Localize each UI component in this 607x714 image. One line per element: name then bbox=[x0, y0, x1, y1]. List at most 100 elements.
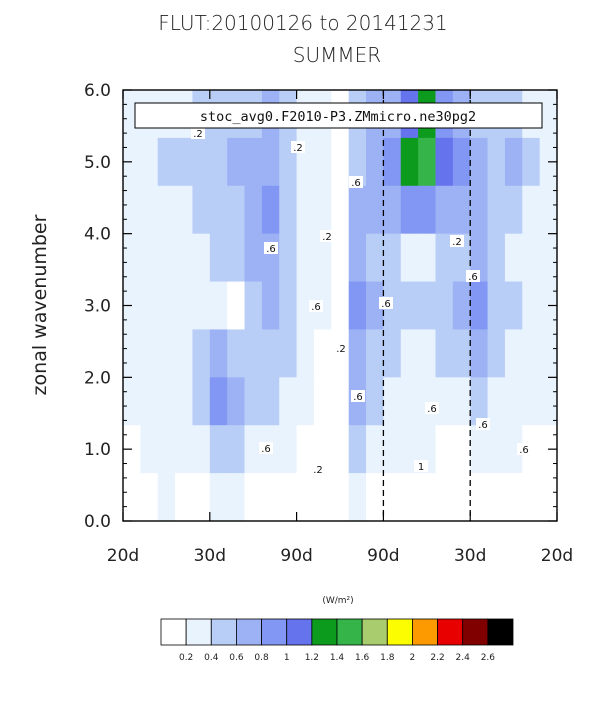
contour-cell bbox=[522, 137, 541, 187]
contour-label-bg bbox=[191, 127, 205, 139]
contour-cell bbox=[452, 377, 471, 426]
x-tick-label: 20d bbox=[107, 546, 139, 566]
contour-cell bbox=[209, 233, 228, 283]
contour-cell bbox=[279, 185, 298, 235]
contour-cell bbox=[504, 473, 523, 522]
contour-cell bbox=[244, 329, 263, 378]
contour-cell bbox=[504, 281, 523, 331]
contour-cell bbox=[383, 473, 402, 522]
contour-cell bbox=[123, 473, 141, 522]
contour-cell bbox=[383, 329, 402, 378]
y-tick-label: 1.0 bbox=[84, 440, 111, 460]
contour-cell bbox=[192, 473, 211, 522]
y-axis-label: zonal wavenumber bbox=[29, 214, 51, 395]
y-tick-label: 4.0 bbox=[84, 225, 111, 245]
contour-cell bbox=[348, 185, 367, 235]
contour-cell bbox=[227, 137, 246, 187]
contour-label-text: .6 bbox=[266, 244, 276, 255]
colorbar-box bbox=[462, 618, 489, 646]
colorbar-label: 2.6 bbox=[481, 653, 496, 663]
contour-cell bbox=[313, 329, 332, 378]
contour-cell bbox=[140, 425, 159, 474]
contour-cell bbox=[452, 425, 471, 474]
colorbar-box bbox=[336, 618, 363, 646]
contour-label: .2 bbox=[191, 127, 205, 140]
contour-cell bbox=[192, 185, 211, 235]
contour-cell bbox=[470, 377, 489, 426]
contour-cell bbox=[400, 185, 419, 235]
contour-cell bbox=[192, 137, 211, 187]
contour-cell bbox=[261, 329, 280, 378]
contour-cell bbox=[348, 329, 367, 378]
x-tick-label: 30d bbox=[454, 546, 486, 566]
x-tick-label: 30d bbox=[194, 546, 226, 566]
contour-label: 1 bbox=[414, 460, 428, 473]
contour-cell bbox=[470, 185, 489, 235]
contour-cell bbox=[418, 137, 437, 187]
contour-cell bbox=[400, 329, 419, 378]
contour-cell bbox=[244, 473, 263, 522]
contour-cell bbox=[209, 473, 228, 522]
contour-label: .2 bbox=[334, 342, 348, 355]
contour-cell bbox=[261, 185, 280, 235]
contour-cell bbox=[470, 281, 489, 331]
contour-cell bbox=[435, 233, 454, 283]
contour-cell bbox=[261, 233, 280, 283]
colorbar-box bbox=[412, 618, 438, 646]
contour-label-bg bbox=[291, 141, 305, 153]
contour-cell bbox=[313, 185, 332, 235]
colorbar-box bbox=[261, 618, 288, 646]
contour-label-bg bbox=[517, 443, 531, 455]
contour-label-bg bbox=[259, 442, 273, 454]
contour-cell bbox=[140, 137, 159, 187]
contour-cell bbox=[383, 425, 402, 474]
contour-label: .2 bbox=[450, 235, 464, 248]
filled-contour-cells bbox=[123, 90, 558, 522]
colorbar-label: 1.6 bbox=[355, 653, 370, 663]
contour-cell bbox=[487, 377, 506, 426]
contour-cell bbox=[539, 90, 558, 139]
contour-cell bbox=[244, 185, 263, 235]
contour-cell bbox=[279, 233, 298, 283]
contour-cell bbox=[366, 377, 384, 426]
x-tick-labels: 20d 30d 90d 90d 30d 20d bbox=[107, 546, 573, 566]
colorbar-box bbox=[286, 618, 313, 646]
colorbar-label: 2.4 bbox=[456, 653, 471, 663]
colorbar-box bbox=[236, 618, 262, 646]
colorbar-label: 1.8 bbox=[380, 653, 395, 663]
contour-cell bbox=[539, 233, 558, 283]
contour-cell bbox=[261, 137, 280, 187]
contour-cell bbox=[244, 233, 263, 283]
contour-cell bbox=[504, 137, 523, 187]
contour-cell bbox=[470, 329, 489, 378]
contour-cell bbox=[296, 473, 315, 522]
contour-cell bbox=[192, 329, 211, 378]
contour-cell bbox=[435, 425, 454, 474]
y-tick-label: 3.0 bbox=[84, 297, 111, 317]
contour-cell bbox=[487, 329, 506, 378]
colorbar-box bbox=[487, 618, 514, 646]
contour-cell bbox=[452, 281, 471, 331]
contour-cell bbox=[175, 329, 194, 378]
contour-cell bbox=[452, 473, 471, 522]
contour-label-text: .6 bbox=[519, 445, 529, 456]
axis-ticks bbox=[122, 89, 558, 522]
contour-label-text: .2 bbox=[336, 344, 346, 355]
contour-cell bbox=[123, 185, 141, 235]
contour-cell bbox=[279, 473, 298, 522]
contour-cell bbox=[366, 425, 384, 474]
case-label: stoc_avg0.F2010-P3.ZMmicro.ne30pg2 bbox=[200, 109, 476, 125]
contour-cell bbox=[470, 137, 489, 187]
contour-label: .6 bbox=[351, 390, 365, 403]
contour-cell bbox=[418, 473, 437, 522]
colorbar-label: 0.4 bbox=[204, 653, 219, 663]
contour-cell bbox=[123, 233, 141, 283]
contour-cell bbox=[209, 137, 228, 187]
contour-cell bbox=[348, 233, 367, 283]
plot-area: .2 .2 .2 .2 .2 .2 .6 .6 .6 .6 .6 .6 .6 .6 .6 .6 1 bbox=[122, 89, 558, 522]
contour-label: .6 bbox=[517, 443, 531, 456]
contour-label-text: 1 bbox=[418, 462, 424, 473]
contour-cell bbox=[140, 281, 159, 331]
contour-cell bbox=[140, 233, 159, 283]
